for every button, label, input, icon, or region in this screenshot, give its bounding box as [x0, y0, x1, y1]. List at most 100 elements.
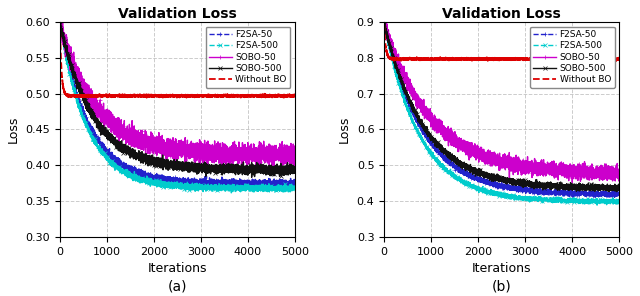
- SOBO-500: [197, 167, 205, 171]
- SOBO-500: [232, 169, 239, 173]
- SOBO-500: [470, 169, 478, 173]
- F2SA-50: [533, 190, 541, 193]
- F2SA-50: [423, 135, 431, 138]
- Line: SOBO-50: SOBO-50: [383, 19, 621, 184]
- F2SA-50: [56, 19, 64, 23]
- F2SA-500: [99, 154, 106, 157]
- Without BO: [249, 94, 257, 98]
- Text: (a): (a): [168, 280, 187, 294]
- Line: Without BO: Without BO: [60, 24, 295, 98]
- SOBO-50: [556, 165, 563, 169]
- SOBO-500: [99, 129, 106, 133]
- F2SA-50: [232, 182, 239, 185]
- F2SA-500: [593, 203, 601, 207]
- F2SA-500: [209, 186, 216, 190]
- SOBO-50: [197, 144, 205, 148]
- F2SA-500: [556, 200, 563, 203]
- SOBO-50: [573, 175, 581, 178]
- F2SA-500: [197, 186, 205, 190]
- Legend: F2SA-50, F2SA-500, SOBO-50, SOBO-500, Without BO: F2SA-50, F2SA-500, SOBO-50, SOBO-500, Wi…: [205, 27, 291, 88]
- SOBO-50: [568, 181, 576, 184]
- Without BO: [615, 57, 623, 60]
- F2SA-500: [227, 191, 235, 195]
- F2SA-50: [521, 189, 529, 192]
- SOBO-500: [291, 170, 299, 174]
- SOBO-50: [209, 144, 216, 148]
- F2SA-500: [291, 187, 299, 191]
- Without BO: [197, 94, 205, 97]
- Without BO: [209, 94, 216, 98]
- SOBO-500: [146, 154, 154, 157]
- SOBO-500: [423, 128, 431, 131]
- SOBO-500: [381, 21, 388, 25]
- SOBO-50: [615, 171, 623, 174]
- F2SA-50: [602, 196, 610, 200]
- Y-axis label: Loss: Loss: [338, 116, 351, 143]
- Line: SOBO-500: SOBO-500: [58, 21, 296, 179]
- F2SA-50: [209, 181, 216, 185]
- F2SA-500: [249, 185, 257, 189]
- F2SA-50: [291, 181, 299, 185]
- F2SA-50: [380, 21, 388, 25]
- F2SA-50: [56, 19, 64, 23]
- F2SA-500: [521, 195, 529, 199]
- Title: Validation Loss: Validation Loss: [442, 7, 561, 21]
- SOBO-50: [286, 166, 294, 169]
- SOBO-50: [380, 18, 388, 22]
- Without BO: [533, 55, 541, 59]
- F2SA-500: [533, 198, 541, 202]
- Title: Validation Loss: Validation Loss: [118, 7, 237, 21]
- SOBO-50: [232, 149, 239, 152]
- Without BO: [423, 57, 431, 61]
- F2SA-500: [146, 183, 154, 186]
- SOBO-500: [615, 187, 623, 190]
- SOBO-50: [533, 172, 541, 176]
- Without BO: [484, 59, 492, 63]
- SOBO-500: [556, 188, 563, 192]
- F2SA-50: [556, 192, 563, 196]
- SOBO-500: [533, 182, 541, 185]
- Text: (b): (b): [492, 280, 511, 294]
- F2SA-50: [615, 192, 623, 195]
- F2SA-50: [470, 176, 478, 179]
- Line: SOBO-50: SOBO-50: [58, 16, 296, 169]
- F2SA-50: [573, 193, 581, 197]
- F2SA-50: [380, 24, 388, 28]
- X-axis label: Iterations: Iterations: [472, 262, 531, 275]
- F2SA-500: [232, 186, 239, 190]
- X-axis label: Iterations: Iterations: [148, 262, 207, 275]
- F2SA-500: [470, 182, 477, 185]
- SOBO-500: [613, 190, 621, 194]
- F2SA-500: [380, 22, 388, 25]
- F2SA-500: [56, 20, 64, 24]
- SOBO-500: [521, 179, 529, 182]
- SOBO-50: [470, 150, 478, 154]
- F2SA-50: [99, 142, 106, 146]
- SOBO-500: [248, 176, 255, 179]
- Line: F2SA-50: F2SA-50: [383, 21, 621, 199]
- Line: SOBO-500: SOBO-500: [383, 21, 621, 193]
- Without BO: [291, 94, 299, 98]
- Without BO: [470, 57, 477, 61]
- Without BO: [56, 22, 64, 26]
- Without BO: [556, 57, 563, 60]
- Y-axis label: Loss: Loss: [7, 116, 20, 143]
- Without BO: [232, 94, 239, 97]
- SOBO-50: [291, 149, 299, 153]
- F2SA-50: [197, 181, 205, 184]
- SOBO-500: [209, 164, 216, 168]
- SOBO-50: [521, 162, 529, 165]
- Line: F2SA-50: F2SA-50: [58, 19, 296, 192]
- Without BO: [573, 57, 581, 60]
- F2SA-500: [423, 146, 431, 149]
- SOBO-50: [56, 16, 64, 19]
- SOBO-50: [99, 105, 106, 108]
- SOBO-50: [249, 153, 257, 157]
- F2SA-50: [250, 184, 257, 187]
- Without BO: [99, 94, 106, 97]
- SOBO-500: [56, 21, 64, 24]
- Without BO: [146, 94, 154, 98]
- SOBO-500: [56, 22, 64, 26]
- SOBO-50: [423, 110, 431, 113]
- Without BO: [259, 96, 267, 100]
